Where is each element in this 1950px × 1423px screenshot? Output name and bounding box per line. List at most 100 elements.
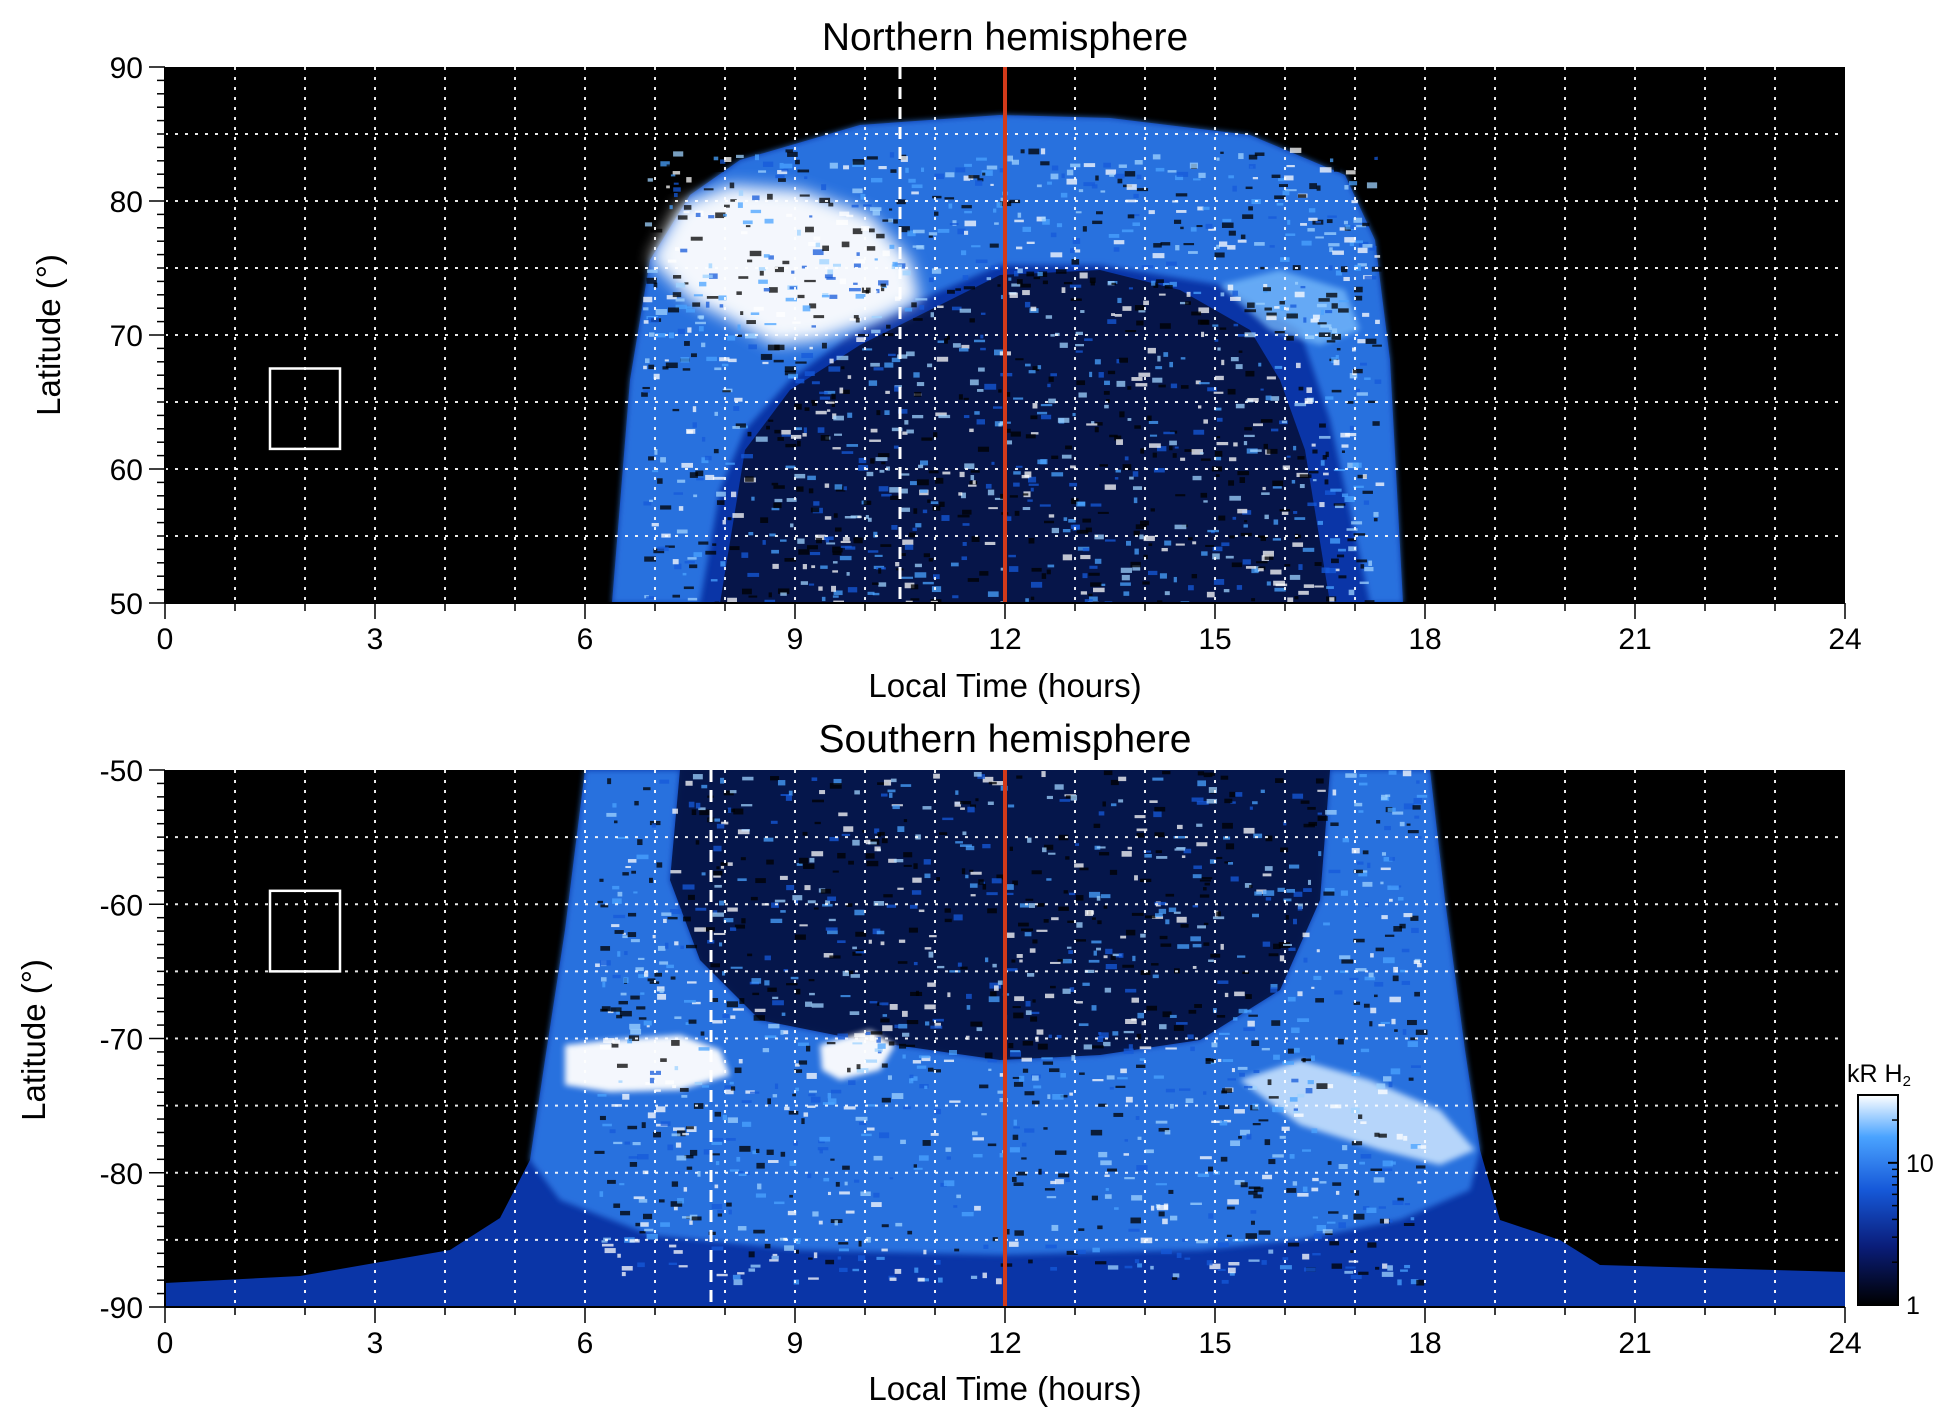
emission-speck [778,178,786,182]
emission-speck [1324,232,1337,235]
emission-speck [803,863,815,869]
emission-speck [1212,553,1220,560]
emission-speck [997,284,1001,287]
emission-speck [1232,185,1237,192]
emission-speck [1099,464,1108,467]
emission-speck [905,1044,916,1047]
emission-speck [764,218,774,224]
emission-speck [855,949,863,952]
emission-speck [1217,980,1229,984]
emission-speck [901,576,914,579]
emission-speck [670,1201,683,1207]
emission-speck [699,281,707,287]
emission-speck [1410,1217,1415,1221]
emission-speck [953,1205,958,1208]
emission-speck [750,209,762,214]
emission-speck [1176,824,1183,830]
emission-speck [1099,852,1110,856]
emission-speck [628,1035,640,1042]
emission-speck [830,1089,842,1094]
emission-speck [682,572,687,576]
emission-speck [898,553,906,557]
emission-speck [792,321,801,324]
emission-speck [820,888,831,894]
emission-speck [654,449,658,455]
emission-speck [613,914,626,919]
emission-speck [1252,1103,1260,1110]
emission-speck [841,366,845,370]
emission-speck [1091,917,1096,920]
emission-speck [1382,957,1395,964]
emission-speck [886,466,890,471]
emission-speck [653,1131,662,1138]
emission-speck [1327,215,1337,218]
emission-speck [962,275,969,280]
emission-speck [1013,471,1021,475]
emission-speck [944,918,952,923]
emission-speck [801,265,807,269]
emission-speck [961,344,970,349]
emission-speck [1238,1135,1242,1139]
emission-speck [1198,307,1210,314]
emission-speck [938,1277,943,1283]
emission-speck [1281,511,1289,515]
emission-speck [785,443,797,448]
emission-speck [1213,391,1224,394]
emission-speck [888,353,896,357]
emission-speck [1367,862,1371,869]
emission-speck [842,389,850,395]
emission-speck [988,781,997,785]
emission-speck [1201,458,1211,461]
emission-speck [1354,286,1363,293]
emission-speck [1159,1024,1167,1030]
emission-speck [1343,276,1350,282]
emission-speck [1311,443,1316,447]
emission-speck [963,397,969,400]
emission-speck [930,501,939,505]
emission-speck [656,862,663,868]
emission-speck [789,1194,793,1198]
emission-speck [1308,208,1316,213]
emission-speck [704,927,715,932]
emission-speck [1068,519,1076,523]
emission-speck [795,1087,800,1092]
emission-speck [1302,1149,1312,1152]
emission-speck [1074,863,1084,868]
emission-speck [1013,482,1020,487]
emission-speck [1175,543,1185,546]
emission-speck [1364,976,1376,981]
emission-speck [978,367,985,372]
emission-speck [1011,959,1016,963]
emission-speck [1310,1055,1315,1061]
emission-speck [875,288,880,294]
emission-speck [774,1201,785,1205]
emission-speck [1228,230,1236,236]
emission-speck [1249,806,1253,810]
emission-speck [894,296,901,301]
emission-speck [657,945,666,951]
emission-speck [1169,361,1174,368]
emission-speck [643,390,651,393]
emission-speck [1030,432,1039,435]
emission-speck [736,154,744,158]
emission-speck [1368,400,1377,404]
emission-speck [836,355,849,361]
emission-speck [741,588,752,595]
emission-speck [1200,492,1208,498]
emission-speck [1375,482,1385,487]
emission-speck [774,266,784,273]
emission-speck [987,908,997,914]
emission-speck [1159,323,1171,329]
emission-speck [934,173,945,180]
emission-speck [1071,264,1080,268]
emission-speck [832,263,841,267]
emission-speck [1056,1034,1062,1039]
emission-speck [1331,303,1338,309]
emission-speck [921,437,933,441]
emission-speck [812,1211,819,1217]
emission-speck [1135,1116,1140,1120]
emission-speck [1091,1195,1098,1201]
emission-speck [969,379,979,386]
emission-speck [1149,434,1158,437]
emission-speck [1359,1161,1366,1165]
